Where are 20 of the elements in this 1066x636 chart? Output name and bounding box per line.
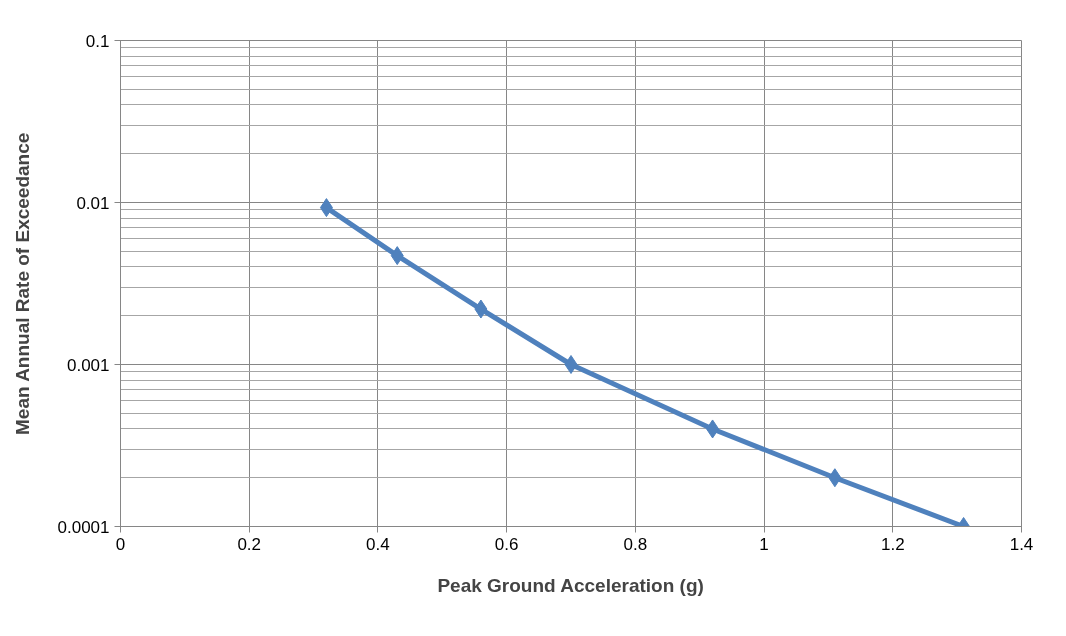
point — [474, 299, 488, 319]
x-tick-label: 1.4 — [1009, 534, 1034, 554]
x-tick-label: 1.2 — [880, 534, 905, 554]
x-tick-label: 0.8 — [623, 534, 648, 554]
point — [828, 468, 842, 488]
x-tick-label: 0.4 — [366, 534, 390, 554]
x-axis-title: Peak Ground Acceleration (g) — [437, 574, 704, 596]
x-tick-label: 0 — [115, 534, 126, 554]
x-tick-label: 0.2 — [237, 534, 262, 554]
y-tick-label: 0.001 — [66, 355, 110, 375]
point — [319, 198, 333, 218]
point — [390, 246, 404, 266]
y-tick-label: 0.01 — [76, 193, 110, 213]
y-tick-label: 0.1 — [85, 31, 110, 51]
y-tick-label: 0.0001 — [57, 517, 110, 537]
point — [706, 419, 720, 439]
x-tick-label: 1 — [759, 534, 769, 554]
point — [564, 355, 578, 374]
y-axis-title: Mean Annual Rate of Exceedance — [11, 132, 33, 436]
x-tick-label: 0.6 — [494, 534, 519, 554]
